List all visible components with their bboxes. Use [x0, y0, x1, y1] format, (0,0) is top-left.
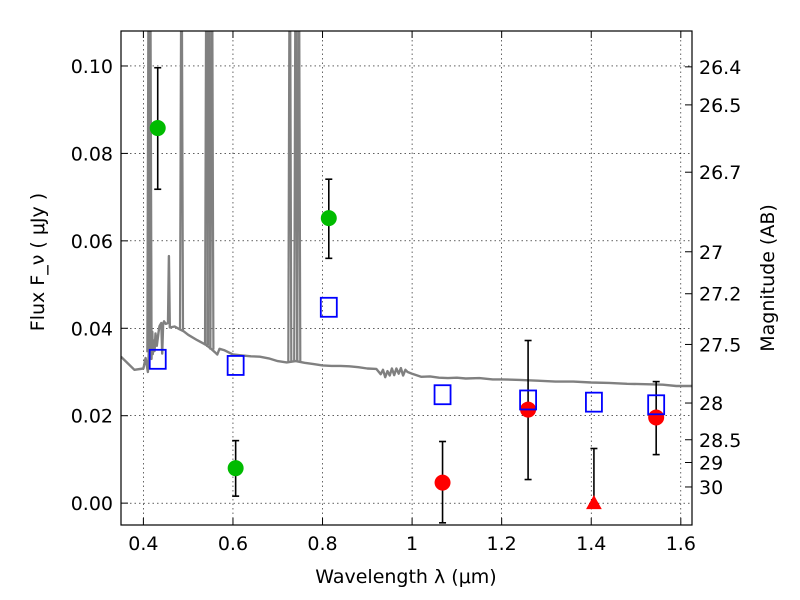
green-photometry-point	[227, 460, 244, 477]
error-bars	[154, 66, 660, 524]
magnitude-tick-label: 26.5	[699, 95, 741, 117]
emission-line-spike	[147, 31, 153, 353]
model-photometry-square	[647, 394, 666, 416]
model-photometry-square	[148, 348, 167, 370]
model-photometry-square	[585, 391, 603, 413]
x-tick-label: 1.2	[487, 533, 517, 555]
y-tick-label: 0.08	[71, 143, 113, 165]
x-tick-label: 1.4	[576, 533, 606, 555]
data-markers	[148, 120, 666, 510]
emission-line-spike	[178, 31, 185, 331]
right-axis-label: Magnitude (AB)	[757, 204, 779, 352]
y-tick-label: 0.06	[71, 231, 113, 253]
magnitude-tick-label: 29	[699, 452, 723, 474]
x-tick-label: 0.4	[128, 533, 158, 555]
y-tick-label: 0.10	[71, 56, 113, 78]
model-spectrum	[121, 31, 692, 388]
magnitude-tick-label: 26.7	[699, 162, 741, 184]
emission-line-spike	[287, 31, 293, 362]
x-axis-label: Wavelength λ (μm)	[315, 566, 496, 588]
red-photometry-point	[434, 474, 451, 491]
magnitude-tick-label: 27	[699, 242, 723, 264]
magnitude-tick-label: 30	[699, 477, 723, 499]
magnitude-tick-label: 28	[699, 393, 723, 415]
y-tick-label: 0.02	[71, 406, 113, 428]
model-photometry-square	[433, 384, 452, 406]
tick-labels: 0.4 0.6 0.8 1 1.2 1.4 1.6 0.00 0.02 0.04 0.06 0.08 0…	[71, 56, 742, 555]
model-photometry-square	[319, 296, 338, 318]
plot-area	[121, 31, 692, 524]
x-tick-label: 1.6	[666, 533, 696, 555]
green-photometry-point	[149, 120, 166, 137]
emission-line-spike	[209, 31, 215, 350]
magnitude-tick-label: 27.2	[699, 284, 741, 306]
magnitude-tick-label: 28.5	[699, 430, 741, 452]
spectrum-line	[121, 254, 692, 388]
axis-ticks	[121, 31, 692, 525]
emission-line-spike	[296, 31, 302, 362]
y-tick-label: 0.00	[71, 493, 113, 515]
magnitude-tick-label: 27.5	[699, 334, 741, 356]
y-axis-label: Flux F_ν ( μJy )	[27, 193, 49, 331]
x-tick-label: 1	[406, 533, 418, 555]
model-photometry-square	[226, 355, 245, 376]
magnitude-tick-label: 26.4	[699, 57, 741, 79]
y-tick-label: 0.04	[71, 318, 113, 340]
gridlines	[121, 31, 692, 525]
red-photometry-point	[648, 409, 665, 426]
upper-limit-triangle	[586, 495, 602, 510]
green-photometry-point	[320, 210, 337, 227]
x-tick-label: 0.8	[307, 533, 337, 555]
plot-frame	[120, 30, 693, 526]
x-tick-label: 0.6	[218, 533, 248, 555]
model-photometry-square	[519, 389, 537, 411]
